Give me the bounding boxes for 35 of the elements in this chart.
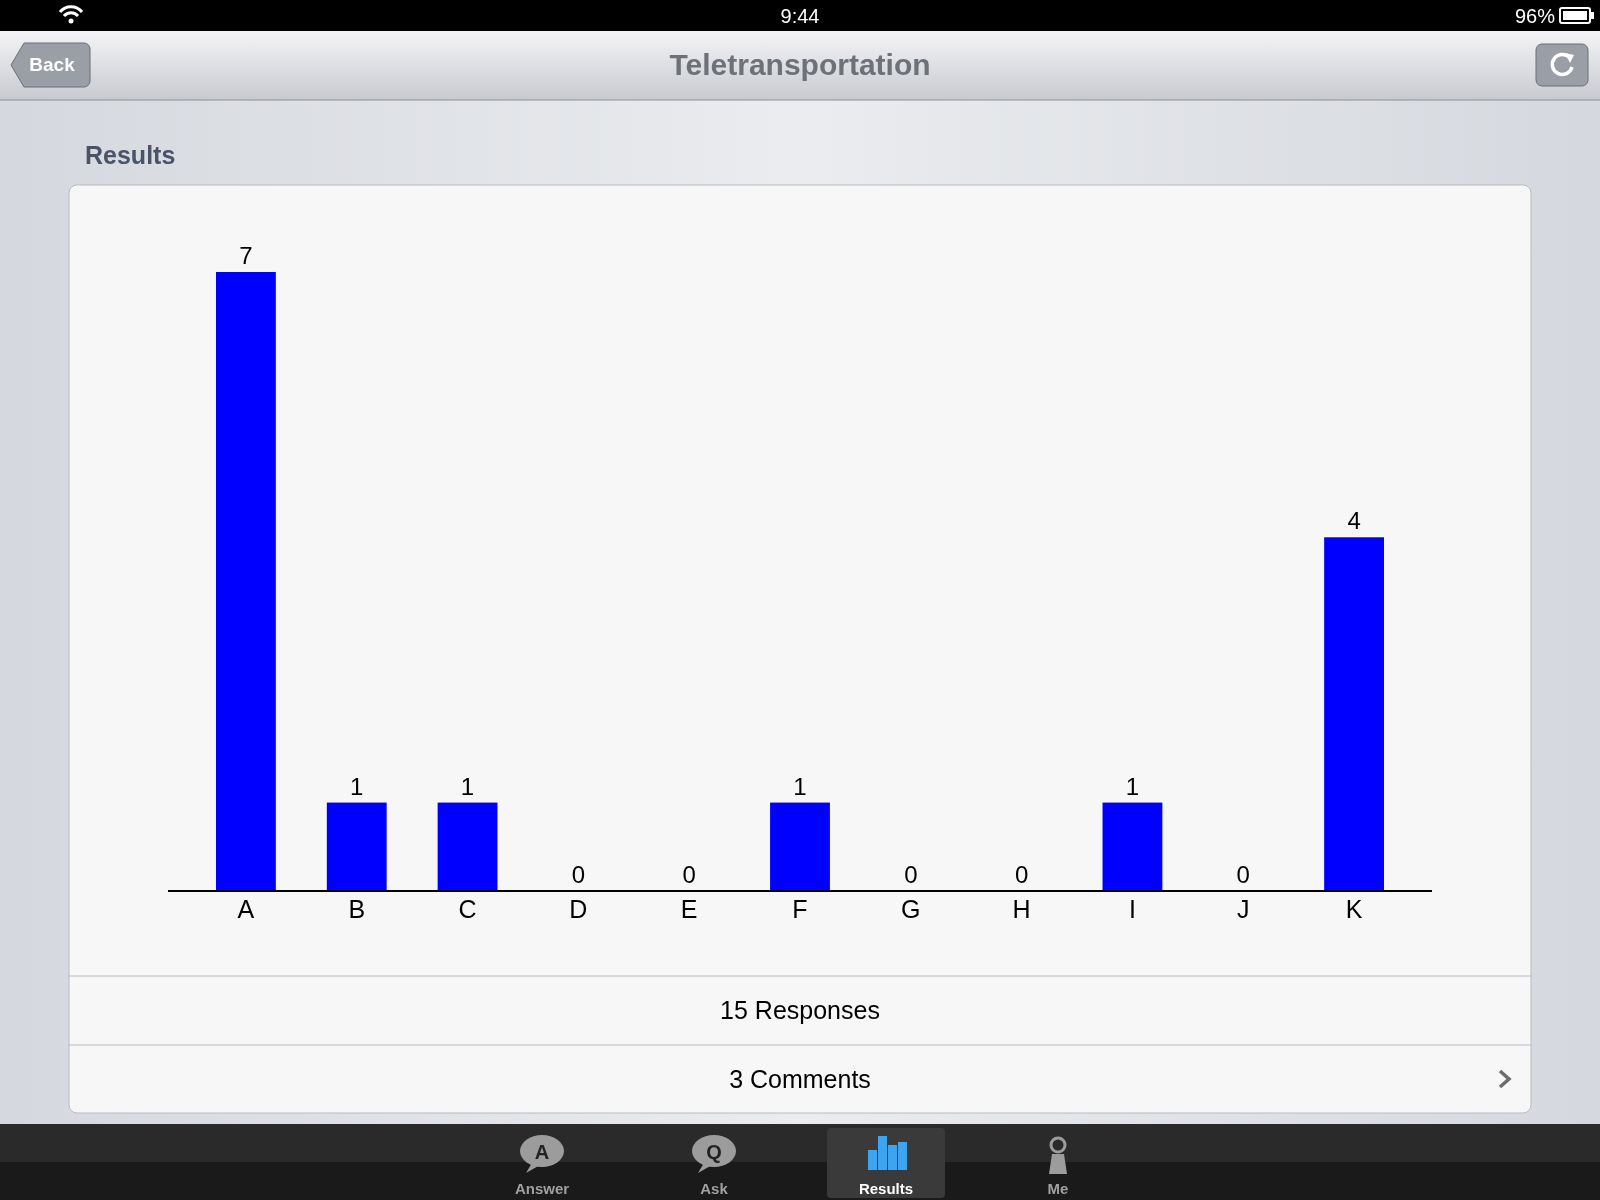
data-label: 7: [239, 242, 253, 269]
x-tick-label: D: [569, 895, 588, 923]
x-tick-label: G: [901, 895, 921, 923]
data-label: 0: [1236, 861, 1250, 888]
x-tick-label: B: [348, 895, 366, 923]
x-tick-label: A: [237, 895, 255, 923]
x-tick-label: F: [792, 895, 808, 923]
data-label: 1: [460, 772, 475, 800]
x-tick-label: E: [680, 895, 698, 923]
text: A: [534, 1141, 550, 1163]
text: Answer: [514, 1180, 570, 1197]
text: 9:44: [780, 5, 820, 27]
data-label: 0: [904, 861, 918, 888]
x-tick-label: J: [1237, 895, 1250, 923]
x-tick-label: K: [1345, 895, 1363, 923]
data-label: 0: [1014, 861, 1029, 888]
x-tick-label: H: [1012, 895, 1031, 923]
text: Me: [1047, 1180, 1069, 1197]
data-label: 0: [571, 861, 586, 888]
x-tick-label: I: [1128, 895, 1136, 923]
x-tick-label: C: [458, 895, 477, 923]
text: Ask: [700, 1180, 729, 1197]
text: Back: [29, 54, 76, 75]
text: 96%: [1514, 5, 1556, 27]
data-label: 1: [793, 772, 807, 800]
chart-title: Teletransportation: [669, 48, 931, 81]
data-label: 0: [682, 861, 696, 888]
text: Q: [706, 1141, 722, 1163]
chart-subtitle: Results: [85, 141, 176, 169]
data-label: 1: [1125, 772, 1140, 800]
text: 3 Comments: [729, 1065, 871, 1093]
data-label: 4: [1347, 507, 1361, 535]
text: 15 Responses: [720, 996, 880, 1024]
text: Results: [858, 1180, 914, 1197]
data-label: 1: [350, 772, 364, 800]
